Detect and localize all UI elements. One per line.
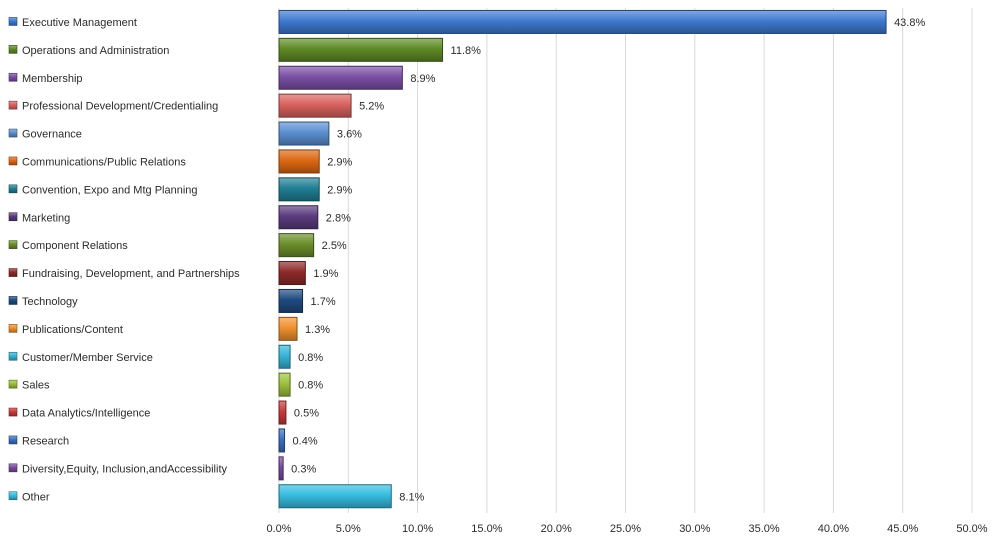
- x-tick-label: 25.0%: [610, 523, 641, 535]
- legend-entry: Diversity,Equity, Inclusion,andAccessibi…: [22, 463, 228, 475]
- legend-marker: [8, 156, 18, 166]
- x-tick-label: 40.0%: [818, 523, 849, 535]
- legend-marker: [8, 351, 18, 361]
- bar: [278, 400, 287, 425]
- data-label: 0.5%: [294, 408, 319, 420]
- x-tick-label: 15.0%: [471, 523, 502, 535]
- bar: [278, 93, 352, 118]
- data-label: 0.8%: [298, 352, 323, 364]
- data-label: 1.7%: [311, 296, 336, 308]
- legend-entry: Data Analytics/Intelligence: [22, 408, 150, 420]
- legend-entry: Technology: [22, 296, 78, 308]
- bar: [278, 288, 304, 313]
- legend-marker: [8, 72, 18, 82]
- data-label: 5.2%: [359, 101, 384, 113]
- bar: [278, 121, 330, 146]
- data-label: 2.8%: [326, 212, 351, 224]
- bar: [278, 205, 319, 230]
- legend-marker: [8, 128, 18, 138]
- legend-marker: [8, 45, 18, 54]
- data-label: 8.9%: [410, 73, 435, 85]
- data-label: 2.9%: [327, 156, 352, 168]
- x-tick-label: 5.0%: [336, 523, 361, 535]
- legend-marker: [8, 491, 18, 501]
- data-label: 3.6%: [337, 129, 362, 141]
- legend-marker: [8, 407, 18, 417]
- bars: [278, 9, 887, 509]
- bar: [278, 9, 887, 34]
- data-label: 1.9%: [313, 268, 338, 280]
- legend-marker: [8, 463, 18, 473]
- bar: [278, 37, 444, 62]
- legend-entry: Other: [22, 491, 50, 503]
- data-label: 43.8%: [894, 17, 925, 29]
- x-tick-label: 0.0%: [266, 523, 291, 535]
- bar: [278, 261, 306, 286]
- x-axis-ticks: 0.0% 5.0% 10.0% 15.0% 20.0% 25.0% 30.0% 35.0% 40…: [266, 523, 987, 535]
- legend-entry: Research: [22, 435, 69, 447]
- x-tick-label: 30.0%: [679, 523, 710, 535]
- x-tick-label: 50.0%: [956, 523, 987, 535]
- legend-marker: [8, 379, 18, 389]
- bar: [278, 484, 392, 509]
- legend-marker: [8, 268, 18, 277]
- data-labels: 43.8% 11.8% 8.9% 5.2% 3.6% 2.9% 2.9% 2.8% 2.5% 1.…: [291, 17, 925, 503]
- legend-marker: [8, 100, 18, 110]
- legend-marker: [8, 296, 18, 305]
- data-label: 0.4%: [293, 435, 318, 447]
- data-label: 0.8%: [298, 380, 323, 392]
- legend: Executive Management Operations and Admin…: [8, 17, 240, 503]
- legend-entry: Customer/Member Service: [22, 352, 153, 364]
- x-tick-label: 20.0%: [541, 523, 572, 535]
- bar: [278, 372, 291, 397]
- x-tick-label: 35.0%: [748, 523, 779, 535]
- legend-marker: [8, 184, 18, 194]
- legend-entry: Executive Management: [22, 17, 137, 29]
- legend-entry: Convention, Expo and Mtg Planning: [22, 184, 198, 196]
- bar: [278, 233, 315, 258]
- bar: [278, 316, 298, 341]
- legend-entry: Operations and Administration: [22, 45, 169, 57]
- legend-entry: Sales: [22, 380, 50, 392]
- x-tick-label: 10.0%: [402, 523, 433, 535]
- legend-entry: Marketing: [22, 212, 70, 224]
- legend-entry: Membership: [22, 73, 83, 85]
- gridlines: [278, 8, 973, 513]
- data-label: 8.1%: [399, 491, 424, 503]
- legend-entry: Component Relations: [22, 240, 128, 252]
- legend-marker: [8, 17, 18, 26]
- data-label: 0.3%: [291, 463, 316, 475]
- legend-entry: Publications/Content: [22, 324, 123, 336]
- legend-marker: [8, 212, 18, 222]
- data-label: 11.8%: [451, 45, 482, 57]
- legend-entry: Professional Development/Credentialing: [22, 101, 218, 113]
- data-label: 1.3%: [305, 324, 330, 336]
- legend-entry: Fundraising, Development, and Partnershi…: [22, 268, 240, 280]
- legend-entry: Communications/Public Relations: [22, 156, 186, 168]
- x-tick-label: 45.0%: [887, 523, 918, 535]
- data-label: 2.5%: [322, 240, 347, 252]
- legend-marker: [8, 435, 18, 445]
- bar: [278, 344, 291, 369]
- legend-marker: [8, 324, 18, 333]
- bar: [278, 428, 286, 453]
- bar: [278, 456, 284, 481]
- bar: [278, 65, 403, 90]
- legend-marker: [8, 240, 18, 249]
- data-label: 2.9%: [327, 184, 352, 196]
- legend-entry: Governance: [22, 129, 82, 141]
- bar: [278, 177, 320, 202]
- bar: [278, 149, 320, 174]
